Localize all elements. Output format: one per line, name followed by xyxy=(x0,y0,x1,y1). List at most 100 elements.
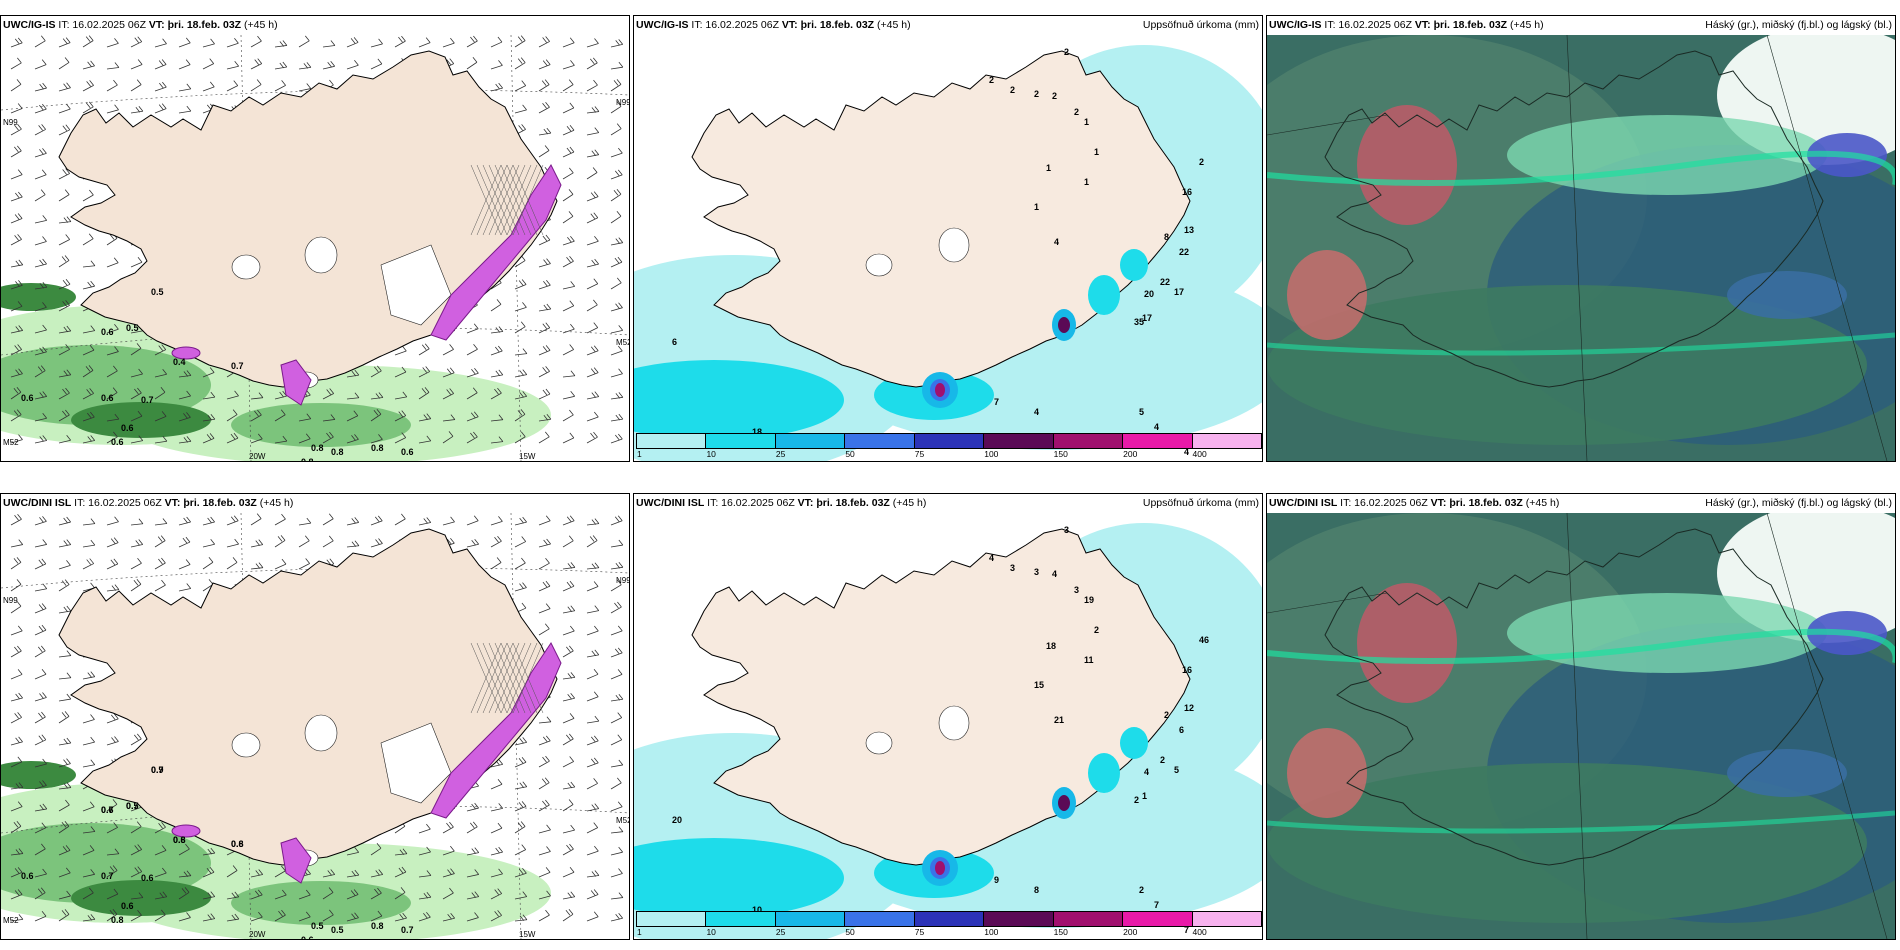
map-value-label: 6 xyxy=(672,337,677,347)
title-vt-rest: (+45 h) xyxy=(1522,497,1560,509)
map-value-label: 0.8 xyxy=(301,457,314,461)
map-value-label: 11 xyxy=(1084,655,1094,665)
legend-label: 25 xyxy=(775,449,786,459)
map-value-label: 17 xyxy=(1142,313,1152,323)
map-value-label: 7 xyxy=(1184,925,1189,935)
title-title-rest: IT: 16.02.2025 06Z xyxy=(688,19,782,31)
glaciers xyxy=(865,227,970,277)
map-value-label: 5 xyxy=(1139,407,1144,417)
panel-variable: Uppsöfnuð úrkoma (mm) xyxy=(1142,497,1259,509)
map-value-label: 0.7 xyxy=(126,801,139,811)
map-value-label: 3 xyxy=(1064,525,1069,535)
map-value-label: 2 xyxy=(1139,885,1144,895)
title-vt-bold: VT: þri. 18.feb. 03Z xyxy=(781,19,875,31)
forecast-panel-precip: 2221222111116213221722203517846118187444… xyxy=(633,15,1263,462)
panel-title: UWC/DINI ISL IT: 16.02.2025 06Z VT: þri.… xyxy=(1269,497,1559,510)
map-value-label: 2 xyxy=(1064,47,1069,57)
panel-title: UWC/IG-IS IT: 16.02.2025 06Z VT: þri. 18… xyxy=(3,19,278,32)
legend-swatch xyxy=(1191,911,1262,927)
map-value-label: 12 xyxy=(1184,703,1194,713)
map-value-label: 0.6 xyxy=(173,835,186,845)
map-value-label: 16 xyxy=(1182,187,1192,197)
legend-swatch xyxy=(1191,433,1262,449)
map-value-label: 0.6 xyxy=(111,437,124,447)
map-precip: 2221222111116213221722203517846118187444… xyxy=(634,35,1262,461)
panel-title: UWC/DINI ISL IT: 16.02.2025 06Z VT: þri.… xyxy=(3,497,293,510)
map-value-label: 0.6 xyxy=(401,447,414,457)
map-value-label: 21 xyxy=(1054,715,1064,725)
title-vt-rest: (+45 h) xyxy=(256,497,294,509)
map-value-label: 0.8 xyxy=(111,915,124,925)
map-value-label: 22 xyxy=(1160,277,1170,287)
map-value-label: 0.9 xyxy=(151,765,164,775)
map-value-label: 46 xyxy=(1199,635,1209,645)
map-value-label: 1 xyxy=(1084,177,1089,187)
map-value-label: 20 xyxy=(1144,289,1154,299)
panel-variable: Uppsöfnuð úrkoma (mm) xyxy=(1142,19,1259,31)
axis-label: N99 xyxy=(616,576,629,585)
title-title-bold: UWC/DINI ISL xyxy=(3,497,72,509)
graticule xyxy=(1267,513,1888,939)
legend-swatch xyxy=(1122,433,1193,449)
map-value-label: 2 xyxy=(1094,625,1099,635)
map-value-label: 4 xyxy=(1154,422,1159,432)
map-value-label: 4 xyxy=(989,553,994,563)
cloud-layers xyxy=(1267,35,1895,445)
map-value-label: 1 xyxy=(1142,791,1147,801)
map-value-label: 4 xyxy=(1184,447,1189,457)
forecast-panel-cloud: UWC/DINI ISL IT: 16.02.2025 06Z VT: þri.… xyxy=(1266,493,1896,940)
map-value-label: 0.4 xyxy=(173,357,186,367)
title-title-rest: IT: 16.02.2025 06Z xyxy=(55,19,149,31)
legend-label: 10 xyxy=(706,449,716,459)
map-value-label: 13 xyxy=(1184,225,1194,235)
legend-swatch xyxy=(844,911,915,927)
map-value-label: 16 xyxy=(1182,665,1192,675)
legend-label: 100 xyxy=(984,449,999,459)
map-value-label: 2 xyxy=(1074,107,1079,117)
map-value-label: 4 xyxy=(1144,767,1149,777)
axis-label: 20W xyxy=(249,930,266,939)
map-value-label: 7 xyxy=(1154,900,1159,910)
map-value-label: 0.5 xyxy=(126,323,139,333)
legend-swatch xyxy=(1052,911,1124,927)
hatched-area xyxy=(470,164,544,236)
axis-label: M52 xyxy=(3,438,19,447)
panel-title: UWC/DINI ISL IT: 16.02.2025 06Z VT: þri.… xyxy=(636,497,926,510)
map-value-label: 0.6 xyxy=(101,805,114,815)
panel-variable: Háský (gr.), miðský (fj.bl.) og lágský (… xyxy=(1705,497,1892,509)
legend-swatch xyxy=(705,911,776,927)
title-title-bold: UWC/DINI ISL xyxy=(636,497,705,509)
map-value-label: 4 xyxy=(1052,569,1057,579)
legend-label: 100 xyxy=(984,927,999,937)
axis-label: 20W xyxy=(249,452,266,461)
map-value-label: 0.6 xyxy=(21,871,34,881)
map-value-label: 4 xyxy=(1034,407,1039,417)
title-vt-bold: VT: þri. 18.feb. 03Z xyxy=(1430,497,1523,509)
map-value-label: 0.7 xyxy=(231,361,244,371)
map-value-label: 2 xyxy=(989,75,994,85)
legend-label: 400 xyxy=(1192,927,1207,937)
map-value-label: 3 xyxy=(1010,563,1015,573)
axis-label: M52 xyxy=(616,338,629,347)
map-value-label: 0.5 xyxy=(126,801,139,811)
map-value-label: 0.8 xyxy=(371,921,384,931)
legend-label: 25 xyxy=(775,927,786,937)
legend-label: 400 xyxy=(1192,449,1207,459)
map-cloud xyxy=(1267,35,1895,461)
legend-label: 200 xyxy=(1123,927,1138,937)
map-value-label: 17 xyxy=(1174,287,1184,297)
graticule xyxy=(1267,35,1888,461)
map-value-label: 0.5 xyxy=(331,925,344,935)
forecast-panel-wind: 0.5 0.6 0.5 0.4 0.7 0.6 0.6 0.7 0.6 0.6 0.8 0.8 0.8 0… xyxy=(0,15,630,462)
legend-label: 200 xyxy=(1123,449,1138,459)
map-value-label: 0.6 xyxy=(141,873,154,883)
heavy-snow-band xyxy=(171,642,562,884)
legend-label: 75 xyxy=(914,449,925,459)
map-value-label: 15 xyxy=(1034,680,1044,690)
legend-swatch xyxy=(983,911,1054,927)
legend-label: 10 xyxy=(706,927,716,937)
legend-swatch xyxy=(1122,911,1193,927)
legend-swatch xyxy=(774,433,846,449)
axis-label: M52 xyxy=(616,816,629,825)
title-vt-bold: VT: þri. 18.feb. 03Z xyxy=(797,497,890,509)
